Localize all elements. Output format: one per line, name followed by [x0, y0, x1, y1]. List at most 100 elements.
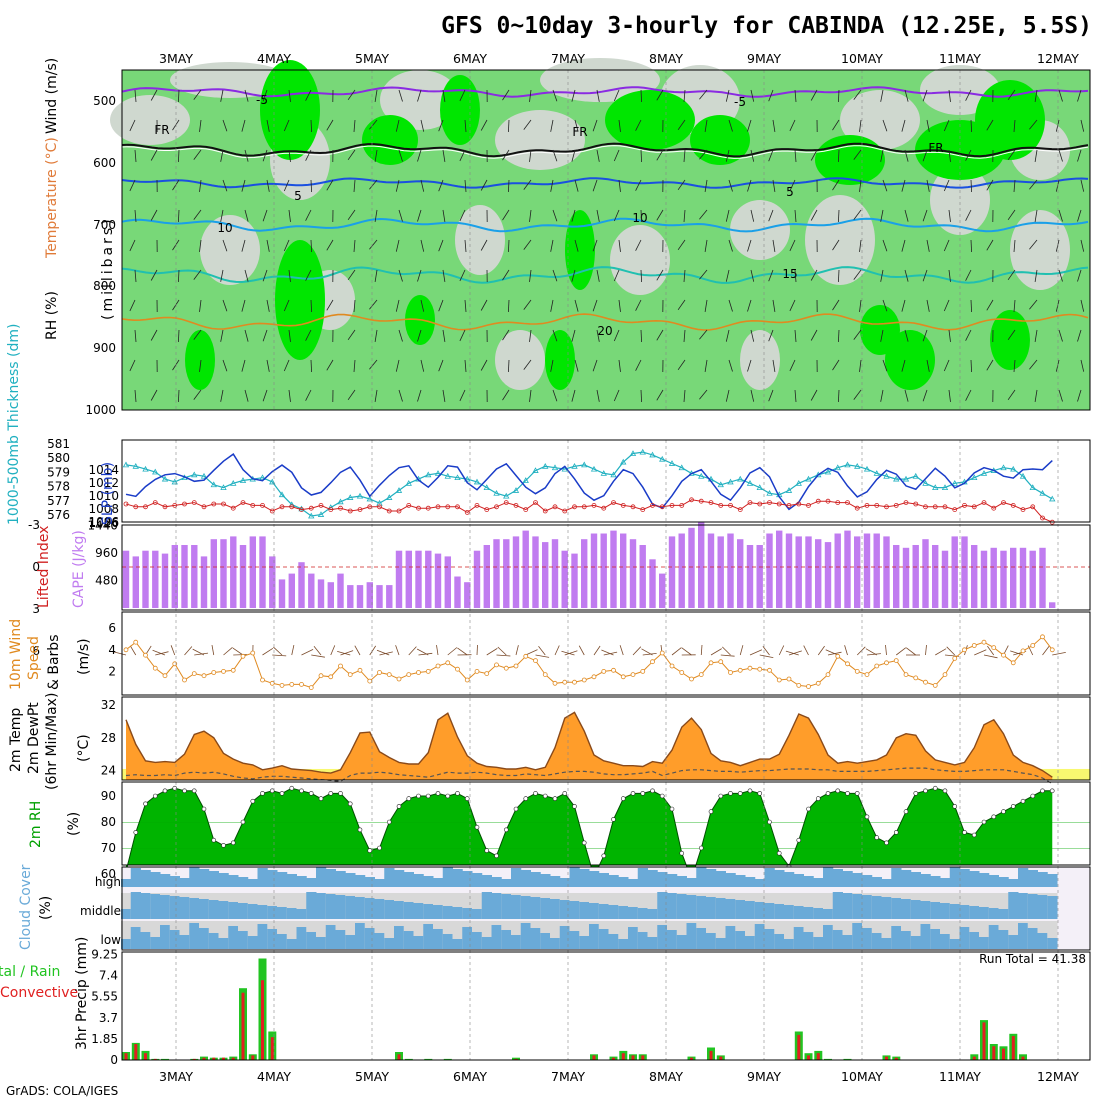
rh2m-point	[747, 788, 753, 794]
date-label-top: 12MAY	[1037, 51, 1079, 66]
wind-barb	[178, 209, 180, 223]
cape-bar	[766, 533, 773, 608]
lifted-point	[1030, 504, 1036, 510]
cloud-low-bar	[569, 931, 580, 949]
cloud-low-bg	[247, 921, 258, 949]
cape-bar	[366, 582, 373, 608]
wind-barb	[882, 299, 888, 312]
wind-barb	[347, 389, 356, 401]
cape-ytick: 480	[95, 573, 118, 587]
wind-speed-point	[211, 670, 217, 675]
lifted-point	[903, 500, 909, 506]
wind-barb	[417, 389, 422, 402]
cape-label: CAPE (J/kg)	[71, 530, 87, 608]
cape-bar	[912, 545, 919, 608]
thickness-point	[863, 465, 871, 472]
precip-conv-bar	[144, 1053, 147, 1060]
cloud-mid-bg	[121, 893, 132, 919]
slp-line	[125, 453, 1053, 511]
cape-bar	[395, 550, 403, 608]
thickness-point	[278, 491, 286, 498]
wind-speed-point	[133, 639, 139, 645]
contour-10	[121, 217, 1089, 233]
rh-dry-area	[840, 90, 920, 150]
cloud-high-bar	[199, 869, 210, 887]
rh-moist-area	[275, 240, 325, 360]
wind-barb	[772, 119, 776, 132]
cloud-high-bar	[706, 869, 717, 887]
thick-ytick: 581	[47, 437, 70, 451]
cloud-low-bar	[228, 926, 239, 949]
upper-ytick: 1000	[85, 403, 116, 417]
lifted-point	[474, 502, 480, 508]
wind-barb	[369, 359, 378, 370]
wind-barb	[596, 209, 600, 222]
wind-speed-point	[279, 683, 285, 688]
rh2m-point	[269, 788, 275, 794]
thickness-point	[639, 448, 646, 455]
cloud-high-bar	[988, 875, 999, 887]
wind-barb	[1055, 299, 1060, 312]
wind-barb	[704, 119, 708, 132]
cloud-middle-bar	[862, 895, 873, 919]
cloud-middle-bar	[998, 909, 1009, 919]
wind-barb	[199, 179, 202, 192]
cloud-high-bar	[530, 872, 541, 887]
wind-barb	[683, 149, 686, 163]
thickness-point	[932, 484, 939, 490]
cloud-middle-bar	[433, 905, 444, 919]
cloud-high-bar	[969, 871, 980, 887]
lifted-ytick: 0	[32, 560, 40, 574]
wind-barb-10m	[844, 645, 848, 656]
wind-barb	[262, 209, 268, 222]
lifted-point	[942, 504, 948, 510]
cloud-high-bar	[940, 878, 951, 887]
wind-barb	[508, 359, 510, 373]
contour-label: FR	[572, 125, 587, 139]
cloud-low-bar	[433, 929, 444, 949]
thickness-point	[259, 474, 266, 481]
wind-speed-point	[396, 676, 402, 682]
wind-barb	[283, 239, 290, 252]
wind-barb	[725, 269, 730, 282]
cloud-middle-bar	[238, 903, 249, 919]
wind-barb-10m	[273, 646, 283, 656]
cape-bar	[795, 536, 802, 608]
wind-barb	[853, 209, 862, 220]
wind-barb-10m	[369, 645, 377, 656]
wind-barb-10m	[233, 654, 248, 656]
wind-speed-point	[182, 677, 187, 683]
wind-barb	[832, 239, 840, 251]
rh-moist-area	[185, 330, 215, 390]
dewpoint-line	[125, 767, 1053, 785]
lifted-ytick: 6	[32, 644, 40, 658]
wind-barb	[220, 389, 224, 402]
wind-speed-point	[552, 680, 558, 686]
cloud-high-bar	[306, 878, 317, 887]
thickness-point	[132, 462, 139, 469]
thickness-point	[902, 475, 910, 482]
wind-barb	[948, 149, 951, 162]
wind-barb	[1080, 179, 1085, 192]
wind-barb	[618, 359, 621, 372]
lifted-point	[669, 502, 675, 508]
wind-barb	[310, 239, 312, 253]
cloud-low-bar	[364, 928, 375, 949]
thickness-point	[551, 464, 559, 471]
rh-moist-area	[545, 330, 575, 390]
precip-total-bar	[512, 1057, 520, 1060]
wind-barb	[283, 179, 290, 192]
rh2m-point	[211, 837, 217, 843]
rh2m-point	[396, 804, 402, 809]
cape-bar	[249, 536, 256, 608]
wind-speed-point	[679, 670, 685, 675]
lifted-point	[952, 507, 958, 513]
wind-barb	[904, 389, 909, 402]
thickness-point	[337, 498, 344, 505]
wind-barb-10m	[785, 650, 799, 656]
wind-barb	[502, 89, 510, 101]
wind-speed-point	[581, 677, 587, 683]
cloud-low-bar	[160, 925, 171, 949]
wind-speed-point	[328, 674, 334, 680]
thickness-point	[473, 478, 481, 485]
